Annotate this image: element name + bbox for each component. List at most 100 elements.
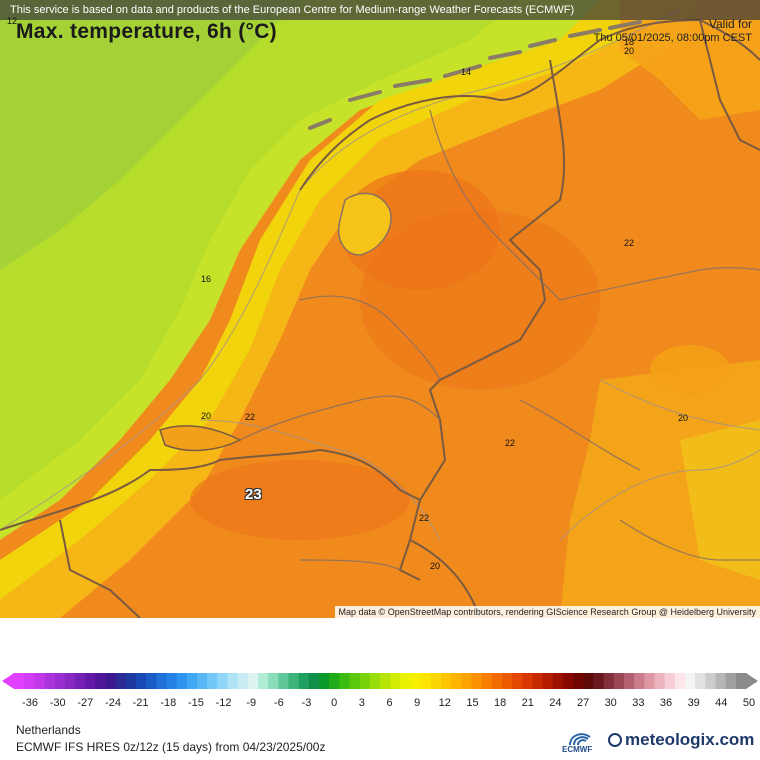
scale-swatch <box>532 673 544 689</box>
scale-tick-label: 9 <box>414 697 421 709</box>
scale-tick-label: 44 <box>715 697 728 709</box>
scale-swatch <box>380 673 391 689</box>
valid-time[interactable]: Thu 05/01/2025, 08:00pm CEST <box>593 32 752 44</box>
scale-swatch <box>502 673 513 689</box>
scale-swatch <box>420 673 432 689</box>
scale-tick-label: 33 <box>632 697 645 709</box>
scale-swatch <box>319 673 330 689</box>
map-field <box>0 0 760 618</box>
scale-swatch <box>186 673 198 689</box>
scale-swatch <box>339 673 351 689</box>
scale-swatch <box>735 673 747 689</box>
scale-swatch <box>593 673 605 689</box>
scale-swatch <box>64 673 76 689</box>
scale-swatch <box>715 673 727 689</box>
scale-left-arrow <box>2 673 14 689</box>
scale-swatch <box>705 673 717 689</box>
scale-swatch <box>542 673 554 689</box>
scale-swatch <box>207 673 218 689</box>
scale-swatch <box>278 673 290 689</box>
contour-label: 22 <box>505 438 516 448</box>
scale-swatch <box>441 673 452 689</box>
scale-tick-label: -15 <box>187 697 204 709</box>
osm-attribution[interactable]: Map data © OpenStreetMap contributors, r… <box>334 606 760 618</box>
scale-tick-label: 21 <box>521 697 534 709</box>
scale-swatch <box>329 673 340 689</box>
scale-swatch <box>603 673 615 689</box>
scale-swatch <box>471 673 483 689</box>
globe-icon <box>608 733 622 747</box>
scale-swatch <box>288 673 300 689</box>
scale-swatch <box>563 673 574 689</box>
region-label: Netherlands <box>16 723 81 737</box>
scale-swatch <box>695 673 706 689</box>
contour-label: 20 <box>624 46 635 56</box>
scale-tick-label: -12 <box>215 697 232 709</box>
page-title: Max. temperature, 6h (°C) <box>16 20 277 43</box>
scale-swatch <box>634 673 645 689</box>
scale-swatch <box>654 673 666 689</box>
scale-tick-label: -21 <box>132 697 149 709</box>
brand-name: meteologix.com <box>625 730 755 749</box>
scale-swatch <box>725 673 737 689</box>
model-info: ECMWF IFS HRES 0z/12z (15 days) from 04/… <box>16 740 326 754</box>
scale-swatch <box>613 673 625 689</box>
scale-swatch <box>644 673 656 689</box>
scale-swatch <box>24 673 35 689</box>
scale-swatch <box>217 673 229 689</box>
scale-tick-label: -36 <box>22 697 38 709</box>
scale-swatch <box>308 673 320 689</box>
scale-tick-label: -27 <box>77 697 94 709</box>
scale-swatch <box>583 673 595 689</box>
scale-swatch <box>197 673 208 689</box>
scale-swatch <box>227 673 239 689</box>
scale-tick-label: -3 <box>301 697 312 709</box>
scale-swatch <box>512 673 523 689</box>
contour-label: 20 <box>201 411 212 421</box>
scale-swatch <box>664 673 676 689</box>
contour-label: 18 <box>624 37 635 47</box>
scale-swatch <box>430 673 442 689</box>
scale-swatch <box>552 673 564 689</box>
scale-tick-label: 24 <box>549 697 562 709</box>
scale-swatch <box>247 673 259 689</box>
scale-tick-label: 27 <box>576 697 590 709</box>
contour-label: 22 <box>624 238 635 248</box>
scale-swatch <box>156 673 168 689</box>
scale-swatch <box>369 673 381 689</box>
brand-logo[interactable]: meteologix.com <box>608 730 754 750</box>
scale-tick-label: 18 <box>493 697 507 709</box>
scale-tick-label: 50 <box>742 697 756 709</box>
max-value-label: 23 <box>245 486 262 503</box>
scale-swatch <box>176 673 188 689</box>
scale-tick-label: 3 <box>358 697 365 709</box>
scale-swatch <box>105 673 117 689</box>
contour-label: 20 <box>430 561 441 571</box>
ecmwf-logo <box>569 733 591 746</box>
scale-swatch <box>268 673 279 689</box>
scale-tick-label: 0 <box>331 697 338 709</box>
scale-swatch <box>349 673 361 689</box>
scale-swatch <box>451 673 462 689</box>
scale-swatch <box>85 673 96 689</box>
temperature-map[interactable]: This service is based on data and produc… <box>0 0 760 618</box>
scale-swatch <box>573 673 584 689</box>
scale-tick-label: -6 <box>274 697 284 709</box>
scale-tick-label: -18 <box>160 697 177 709</box>
ecmwf-logo-text: ECMWF <box>562 745 593 754</box>
contour-label: 20 <box>678 413 689 423</box>
scale-tick-label: 30 <box>604 697 617 709</box>
contour-label: 16 <box>201 274 212 284</box>
contour-label: 22 <box>419 513 430 523</box>
scale-swatch <box>136 673 147 689</box>
scale-swatch <box>522 673 534 689</box>
scale-swatch <box>390 673 401 689</box>
scale-swatch <box>298 673 310 689</box>
scale-swatch <box>125 673 137 689</box>
scale-swatch <box>481 673 493 689</box>
color-scale <box>2 673 758 689</box>
scale-swatch <box>75 673 86 689</box>
scale-swatch <box>14 673 25 689</box>
contour-label: 14 <box>461 67 472 77</box>
scale-tick-label: -9 <box>246 697 257 709</box>
